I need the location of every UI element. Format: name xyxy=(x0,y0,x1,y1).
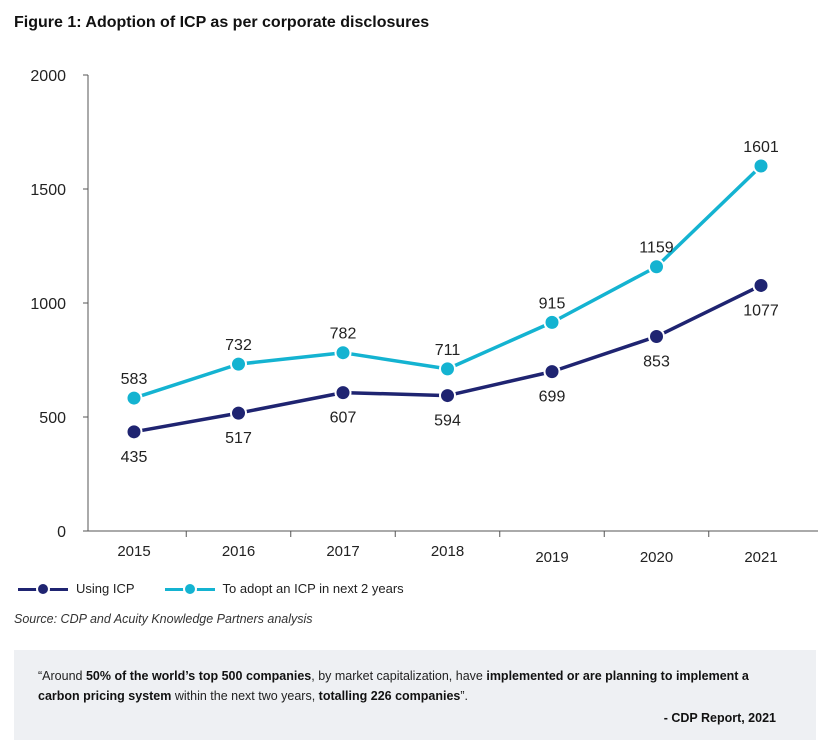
data-label-adopt-icp: 782 xyxy=(330,326,357,343)
data-label-using-icp: 435 xyxy=(121,449,148,466)
quote-bold-3: totalling 226 companies xyxy=(318,689,461,703)
data-point-adopt-icp xyxy=(334,344,352,362)
y-tick-label: 1500 xyxy=(30,182,66,199)
data-label-using-icp: 594 xyxy=(434,413,461,430)
data-point-adopt-icp xyxy=(543,313,561,331)
x-tick-label: 2016 xyxy=(222,543,255,560)
quote-box: “Around 50% of the world’s top 500 compa… xyxy=(14,650,816,740)
data-label-adopt-icp: 583 xyxy=(121,371,148,388)
x-tick-label: 2019 xyxy=(535,549,568,566)
data-point-using-icp xyxy=(439,387,456,405)
data-label-using-icp: 853 xyxy=(643,354,670,371)
data-point-using-icp xyxy=(543,363,561,381)
y-tick-label: 500 xyxy=(39,410,66,427)
data-point-using-icp xyxy=(752,276,770,294)
data-label-adopt-icp: 711 xyxy=(435,342,461,359)
data-point-using-icp xyxy=(230,404,247,422)
chart-legend: Using ICP To adopt an ICP in next 2 year… xyxy=(18,581,434,596)
data-label-using-icp: 699 xyxy=(539,389,566,406)
quote-text-4: ”. xyxy=(460,689,469,703)
legend-label-adopt-icp: To adopt an ICP in next 2 years xyxy=(222,581,404,596)
data-point-adopt-icp xyxy=(648,258,665,276)
data-label-adopt-icp: 915 xyxy=(539,295,566,312)
data-point-using-icp xyxy=(648,328,665,346)
source-note: Source: CDP and Acuity Knowledge Partner… xyxy=(14,612,313,626)
data-label-adopt-icp: 1601 xyxy=(743,139,779,156)
y-tick-label: 0 xyxy=(57,524,66,541)
x-tick-label: 2015 xyxy=(117,543,150,560)
quote-bold-2: implemented or are planning to implement… xyxy=(38,669,749,703)
figure-title: Figure 1: Adoption of ICP as per corpora… xyxy=(14,14,430,31)
x-tick-label: 2020 xyxy=(640,549,673,566)
y-tick-label: 2000 xyxy=(30,68,66,85)
data-point-using-icp xyxy=(334,384,352,402)
legend-label-using-icp: Using ICP xyxy=(76,581,135,596)
legend-swatch-adopt-icp xyxy=(164,581,215,596)
data-label-using-icp: 1077 xyxy=(743,302,779,319)
quote-text-1: “Around xyxy=(38,669,86,683)
data-point-adopt-icp xyxy=(439,360,456,378)
line-chart: 0 500 1000 1500 2000 2015 2016 2017 2018 2019 2020… xyxy=(30,68,818,566)
quote-text-3: within the next two years, xyxy=(171,689,319,703)
data-point-using-icp xyxy=(125,423,143,441)
data-label-adopt-icp: 1159 xyxy=(639,240,674,257)
quote-text-2: , by market capitalization, have xyxy=(311,669,487,683)
x-tick-label: 2018 xyxy=(431,543,464,560)
data-point-adopt-icp xyxy=(230,355,247,373)
y-tick-label: 1000 xyxy=(30,296,66,313)
data-label-using-icp: 517 xyxy=(225,430,252,447)
legend-item-adopt-icp: To adopt an ICP in next 2 years xyxy=(164,581,404,596)
legend-item-using-icp: Using ICP xyxy=(18,581,135,596)
legend-swatch-using-icp xyxy=(18,581,68,596)
x-tick-label: 2017 xyxy=(326,543,359,560)
data-label-adopt-icp: 732 xyxy=(225,337,252,354)
data-point-adopt-icp xyxy=(125,389,143,407)
data-label-using-icp: 607 xyxy=(330,410,357,427)
quote-bold-1: 50% of the world’s top 500 companies xyxy=(85,669,312,683)
quote-attribution: - CDP Report, 2021 xyxy=(663,711,776,725)
data-point-adopt-icp xyxy=(752,157,770,175)
x-tick-label: 2021 xyxy=(744,549,777,566)
